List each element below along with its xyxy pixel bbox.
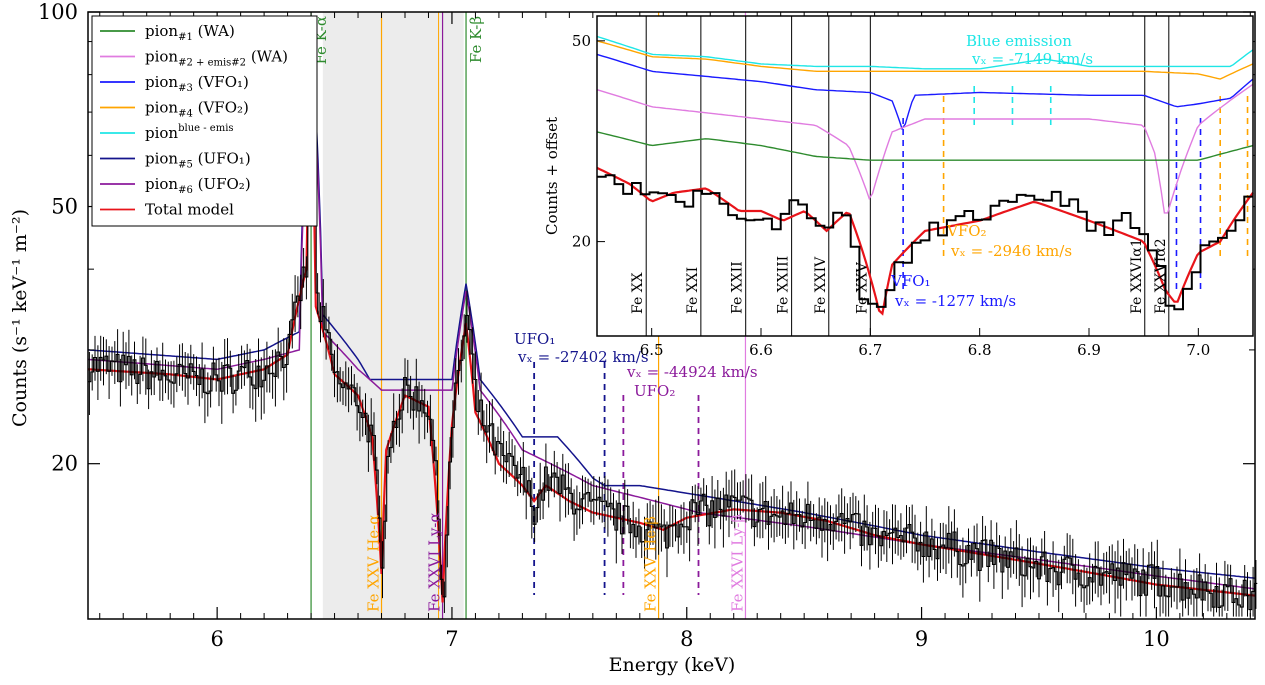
inset-series — [596, 35, 1254, 316]
inset-ion-lines — [645, 16, 1170, 336]
main-axes-frame — [87, 11, 1256, 620]
inset-series-line — [596, 131, 1254, 161]
series-line — [87, 26, 1256, 579]
vfo1-velocity: vₓ = -1277 km/s — [894, 292, 1016, 310]
inset-y-axis-label: Counts + offset — [543, 117, 561, 235]
inset-series-line — [596, 166, 1254, 316]
legend-box — [91, 15, 318, 227]
ufo2-label: UFO₂ — [634, 382, 675, 400]
ufo1-label: UFO₁ — [514, 330, 555, 348]
ufo2-velocity: vₓ = -44924 km/s — [626, 363, 758, 381]
inset-x-tick-label: 6.8 — [968, 341, 992, 359]
ion-label: Fe XXIV — [813, 256, 829, 314]
inset-x-tick-label: 6.5 — [640, 341, 664, 359]
x-axis-label: Energy (keV) — [609, 654, 736, 676]
inset-axes-frame — [596, 15, 1254, 337]
legend-label: Total model — [145, 201, 234, 219]
data-histogram — [88, 80, 1258, 611]
inset-panel: Fe XX Fe XXI Fe XXII Fe XXIII Fe XXIV Fe XXV F… — [543, 15, 1254, 359]
inset-x-tick-label: 7.0 — [1186, 341, 1210, 359]
series-line — [87, 41, 1256, 590]
legend-label: pion#3 (VFO₁) — [145, 73, 249, 94]
ion-label: Fe XXI — [685, 267, 701, 314]
ion-label: Fe XXVIα1 — [1129, 238, 1145, 314]
line-label: Fe XXVI Ly-α — [426, 513, 444, 613]
line-label: Fe XXVI Ly-β — [728, 514, 746, 612]
legend: pion#1 (WA) pion#2 + emis#2 (WA) pion#3 (V… — [91, 15, 318, 227]
x-tick-label: 6 — [210, 627, 223, 651]
legend-label: pion#4 (VFO₂) — [145, 99, 249, 120]
inset-data-histogram — [597, 174, 1253, 311]
inset-x-tick-label: 6.6 — [749, 341, 773, 359]
x-axis-ticks: 6 7 8 9 10 — [99, 12, 1251, 651]
y-axis-label: Counts (s⁻¹ keV⁻¹ m⁻²) — [9, 209, 31, 427]
ion-label: Fe XXV — [854, 261, 870, 314]
blue-emission-label: Blue emission — [966, 32, 1072, 50]
y-tick-label: 20 — [51, 452, 78, 476]
shaded-band — [322, 12, 464, 619]
ion-label: Fe XXIII — [776, 256, 792, 314]
inset-x-tick-label: 6.9 — [1077, 341, 1101, 359]
inset-y-tick-label: 20 — [572, 233, 591, 251]
legend-label: pion#5 (UFO₁) — [145, 150, 251, 171]
inset-series-line — [596, 83, 1254, 214]
ion-label: Fe XX — [630, 272, 646, 314]
line-label: Fe XXV He-α — [365, 515, 383, 612]
line-label: Fe K-β — [467, 16, 485, 63]
blue-emission-velocity: vₓ = -7149 km/s — [971, 50, 1093, 68]
inset-y-tick-label: 50 — [572, 32, 591, 50]
x-tick-label: 8 — [680, 627, 693, 651]
x-tick-label: 7 — [445, 627, 458, 651]
line-labels: Fe K-α Fe K-βFe XXV He-α Fe XXVI Ly-α Fe XX… — [312, 16, 746, 612]
inset-series-line — [596, 53, 1254, 131]
x-tick-label: 10 — [1143, 627, 1170, 651]
ion-label: Fe XXVIα2 — [1153, 238, 1169, 314]
inset-x-ticks: 6.5 6.6 6.7 6.8 6.9 7.0 — [640, 328, 1210, 359]
vfo2-velocity: vₓ = -2946 km/s — [950, 242, 1072, 260]
shaded-band-rect — [322, 12, 464, 619]
line-label: Fe XXV He-β — [642, 516, 660, 612]
main-series — [87, 26, 1258, 617]
x-tick-label: 9 — [915, 627, 928, 651]
inset-x-tick-label: 6.7 — [858, 341, 882, 359]
inset-ion-labels: Fe XX Fe XXI Fe XXII Fe XXIII Fe XXIV Fe XXV F… — [630, 238, 1169, 314]
inset-series-line — [596, 40, 1254, 80]
y-tick-label: 100 — [38, 0, 78, 24]
legend-label: pion#2 + emis#2 (WA) — [145, 48, 288, 69]
y-tick-label: 50 — [51, 195, 78, 219]
legend-label: pionblue - emis — [145, 123, 234, 142]
ufo1-velocity: vₓ = -27402 km/s — [517, 348, 649, 366]
legend-label: pion#1 (WA) — [145, 22, 235, 43]
vfo1-label: VFO₁ — [890, 272, 931, 290]
legend-label: pion#6 (UFO₂) — [145, 175, 251, 196]
vfo2-label: VFO₂ — [946, 222, 987, 240]
ion-label: Fe XXII — [730, 261, 746, 314]
inset-series-line — [596, 35, 1254, 70]
